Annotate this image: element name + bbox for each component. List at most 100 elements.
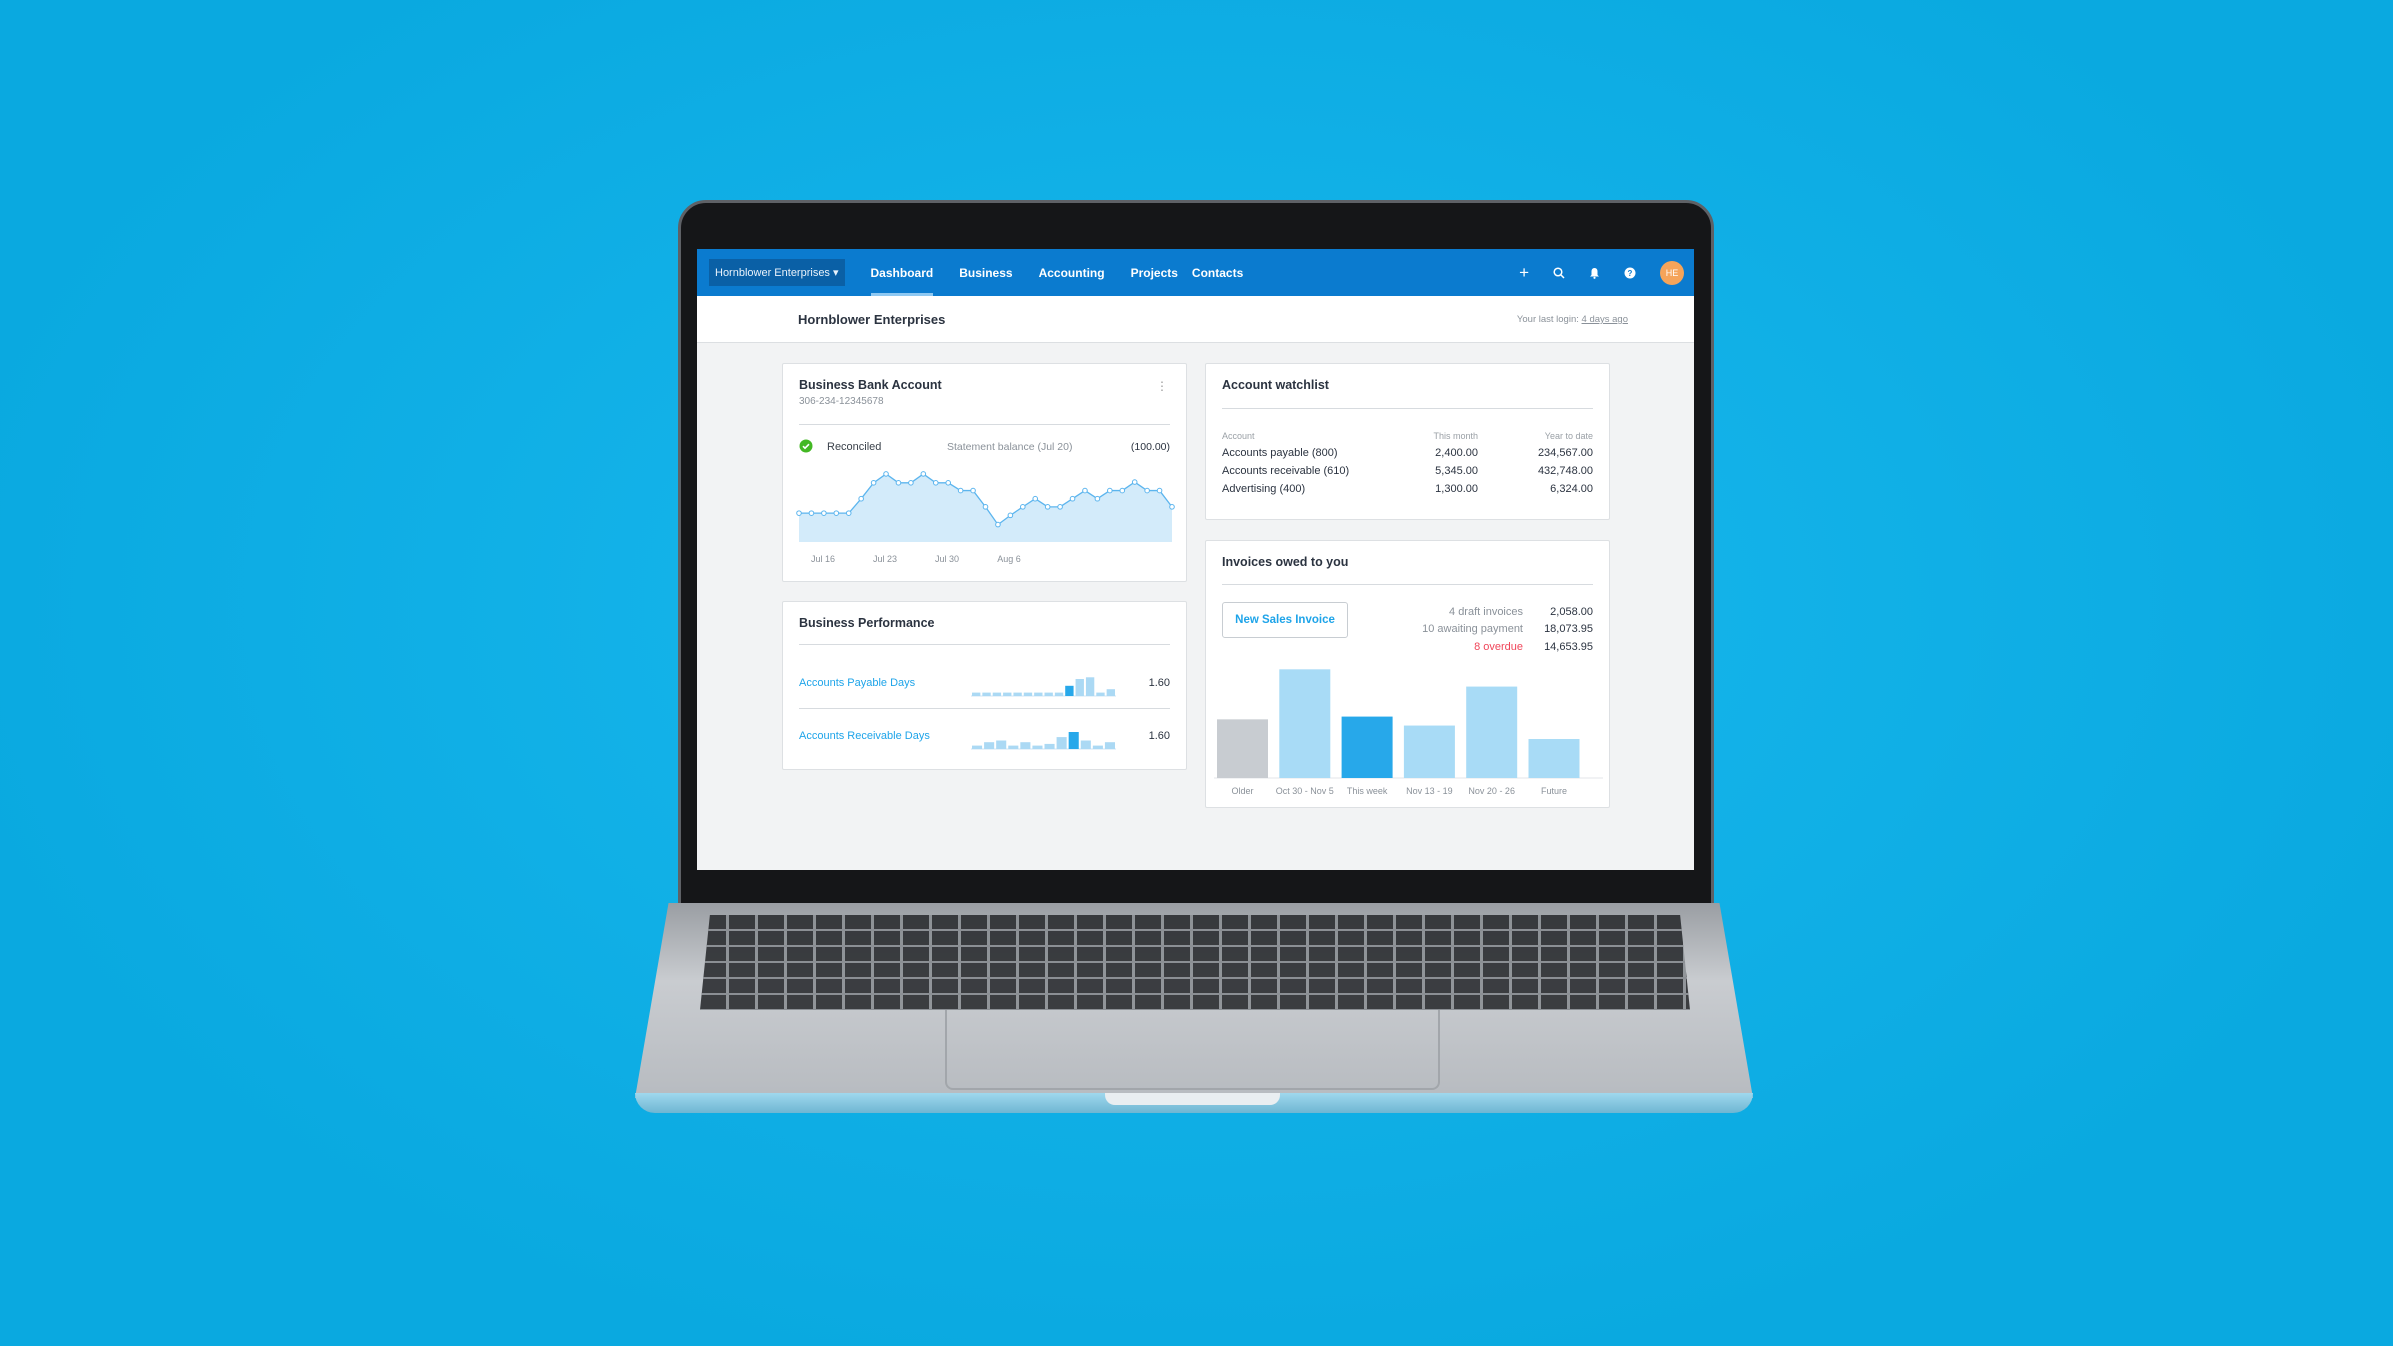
sparkline-bar: [1044, 743, 1055, 749]
tab-business[interactable]: Business: [959, 265, 1013, 280]
data-point: [1144, 487, 1150, 494]
divider: [799, 424, 1170, 425]
table-row[interactable]: Accounts payable (800) 2,400.00 234,567.00: [1222, 444, 1593, 462]
data-point: [821, 510, 827, 516]
data-point: [1107, 487, 1113, 494]
cell: Accounts receivable (610): [1222, 465, 1350, 477]
page-title: Hornblower Enterprises: [798, 312, 946, 327]
reconciled-status: Reconciled: [827, 441, 882, 453]
cell: 1,300.00: [1435, 483, 1478, 495]
bank-account-title[interactable]: Business Bank Account: [799, 378, 942, 392]
x-tick-label: Oct 30 - Nov 5: [1276, 786, 1334, 796]
data-point: [1044, 504, 1051, 510]
sparkline-bar: [1075, 679, 1084, 696]
sparkline-bar: [1106, 689, 1115, 696]
cell: 2,400.00: [1435, 447, 1478, 459]
watchlist-title[interactable]: Account watchlist: [1222, 378, 1329, 392]
divider: [799, 708, 1170, 709]
help-icon[interactable]: ?: [1624, 267, 1636, 279]
data-point: [883, 471, 889, 477]
tab-contacts[interactable]: Contacts: [1191, 265, 1244, 280]
avatar[interactable]: HE: [1660, 260, 1684, 285]
more-options-icon[interactable]: ⋮: [1156, 379, 1168, 393]
plus-icon[interactable]: +: [1519, 262, 1529, 282]
bar-2: [1341, 716, 1393, 778]
table-row[interactable]: Accounts receivable (610) 5,345.00 432,748…: [1222, 462, 1593, 480]
x-tick-label: Jul 16: [811, 554, 835, 564]
data-point: [895, 480, 902, 486]
last-login: Your last login: 4 days ago: [1517, 314, 1628, 325]
summary-value: 14,653.95: [1544, 640, 1593, 653]
x-tick-label: Nov 13 - 19: [1406, 786, 1453, 796]
x-tick-label: Older: [1231, 786, 1253, 796]
balance-line-chart: Jul 16 Jul 23 Jul 30 Aug 6: [796, 471, 1175, 564]
data-point: [808, 510, 815, 516]
x-tick-label: Future: [1541, 786, 1567, 796]
invoices-card: Invoices owed to you New Sales Invoice 4…: [1205, 540, 1610, 808]
laptop-notch: [1105, 1093, 1280, 1105]
divider: [1222, 408, 1593, 409]
data-point: [1069, 495, 1076, 502]
tab-projects[interactable]: Projects: [1130, 265, 1178, 280]
overdue-label: 8 overdue: [1474, 640, 1523, 653]
receivable-sparkline: [971, 732, 1116, 750]
trackpad: [945, 1010, 1440, 1090]
cell: 234,567.00: [1537, 447, 1593, 459]
data-point: [1094, 495, 1101, 502]
data-point: [1032, 495, 1039, 502]
bar-4: [1466, 686, 1518, 778]
col-ytd: Year to date: [1544, 431, 1593, 441]
col-this-month: This month: [1433, 431, 1478, 441]
data-point: [1082, 487, 1088, 494]
laptop-screen: Hornblower Enterprises ▾ Dashboard Busin…: [697, 249, 1694, 870]
invoices-bar-chart: Older Oct 30 - Nov 5 This week Nov 13 - 19 N…: [1214, 669, 1603, 796]
divider: [1222, 584, 1593, 585]
summary-row[interactable]: 8 overdue 14,653.95: [1422, 638, 1593, 656]
cell: Advertising (400): [1222, 483, 1306, 495]
invoices-title[interactable]: Invoices owed to you: [1222, 555, 1349, 569]
account-watchlist-card: Account watchlist Account This month Yea…: [1205, 363, 1610, 520]
sparkline-bar: [1092, 745, 1103, 749]
performance-title[interactable]: Business Performance: [799, 616, 935, 630]
search-icon[interactable]: [1553, 266, 1565, 279]
new-sales-invoice-button[interactable]: New Sales Invoice: [1222, 602, 1348, 638]
sparkline-bar: [1013, 692, 1022, 696]
data-point: [920, 471, 927, 477]
sparkline-bar: [1054, 692, 1064, 696]
performance-row: Accounts Receivable Days 1.60: [799, 710, 1170, 762]
summary-row[interactable]: 4 draft invoices 2,058.00: [1422, 603, 1593, 621]
tab-accounting[interactable]: Accounting: [1038, 265, 1105, 280]
sparkline-bar: [992, 692, 1002, 696]
receivable-days-link[interactable]: Accounts Receivable Days: [799, 730, 930, 742]
tab-dashboard[interactable]: Dashboard: [870, 249, 934, 296]
bar-5: [1528, 739, 1580, 778]
data-point: [1119, 487, 1126, 494]
data-point: [908, 480, 914, 486]
table-row[interactable]: Advertising (400) 1,300.00 6,324.00: [1222, 480, 1593, 498]
org-switcher[interactable]: Hornblower Enterprises ▾: [709, 259, 845, 286]
sparkline-bar: [972, 745, 983, 749]
business-performance-card: Business Performance Accounts Payable Da…: [782, 601, 1187, 770]
sparkline-bar: [1020, 742, 1031, 749]
sparkline-bar: [1056, 737, 1067, 749]
cell: 432,748.00: [1537, 465, 1593, 477]
payable-days-link[interactable]: Accounts Payable Days: [799, 677, 916, 689]
bank-account-card: Business Bank Account 306-234-12345678 ⋮…: [782, 363, 1187, 582]
x-tick-label: Jul 23: [873, 554, 897, 564]
account-number: 306-234-12345678: [799, 396, 884, 407]
sparkline-bar: [1034, 692, 1043, 696]
table-header: Account This month Year to date: [1222, 428, 1593, 444]
bell-icon[interactable]: [1589, 267, 1600, 279]
receivable-days-value: 1.60: [1148, 730, 1170, 742]
invoice-summary: 4 draft invoices 2,058.00 10 awaiting pay…: [1422, 603, 1593, 656]
top-nav: Hornblower Enterprises ▾ Dashboard Busin…: [697, 249, 1694, 296]
data-point: [982, 504, 989, 510]
divider: [799, 644, 1170, 645]
sparkline-bar: [1008, 745, 1019, 749]
statement-value: (100.00): [1130, 441, 1170, 453]
data-point: [870, 480, 877, 486]
watchlist-table: Account This month Year to date Accounts…: [1222, 428, 1593, 498]
x-tick-label: Aug 6: [997, 554, 1021, 564]
last-login-link[interactable]: 4 days ago: [1581, 314, 1628, 325]
summary-row[interactable]: 10 awaiting payment 18,073.95: [1422, 621, 1593, 639]
